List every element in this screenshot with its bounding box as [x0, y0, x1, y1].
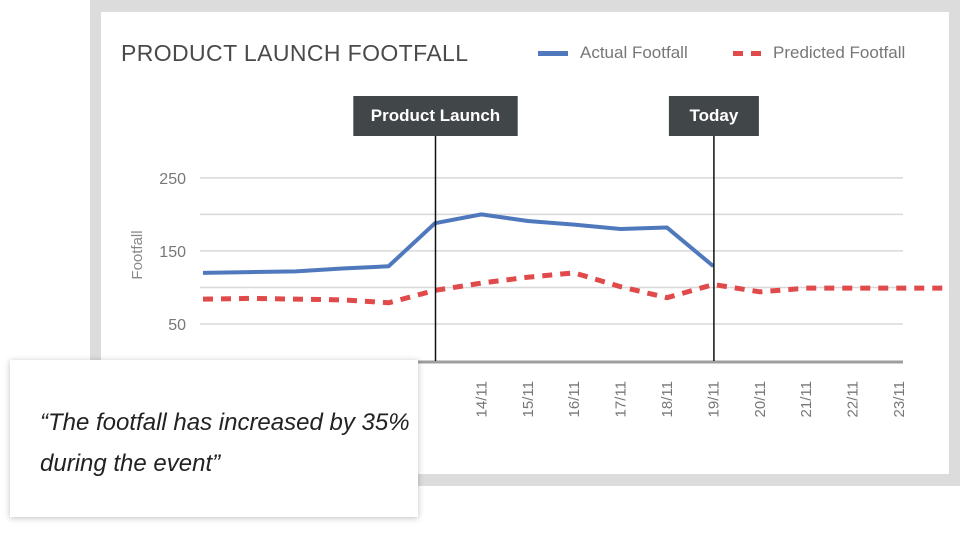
y-tick-label: 250 — [159, 171, 186, 188]
x-tick-label: 17/11 — [613, 381, 630, 417]
x-tick-label: 23/11 — [891, 381, 908, 417]
legend-item-actual: Actual Footfall — [538, 43, 688, 63]
x-tick-label: 15/11 — [520, 381, 537, 417]
x-tick-label: 14/11 — [473, 381, 490, 417]
y-tick-label: 150 — [159, 244, 186, 261]
y-tick-label: 50 — [168, 317, 186, 334]
annotation-box — [353, 96, 518, 136]
quote-text: “The footfall has increased by 35% durin… — [40, 409, 410, 477]
legend-swatch-predicted — [733, 51, 761, 57]
x-tick-label: 20/11 — [752, 381, 769, 417]
annotation-box — [668, 96, 759, 136]
annotation-label: Today — [689, 106, 738, 125]
chart-title: PRODUCT LAUNCH FOOTFALL — [121, 40, 469, 66]
series-line-actual — [202, 212, 715, 275]
legend-label-predicted: Predicted Footfall — [773, 43, 906, 62]
x-tick-label: 19/11 — [705, 381, 722, 417]
annotation-label: Product Launch — [371, 106, 500, 125]
x-tick-label: 22/11 — [845, 381, 862, 417]
legend-label-actual: Actual Footfall — [580, 43, 688, 62]
x-tick-label: 21/11 — [798, 381, 815, 417]
legend-item-predicted: Predicted Footfall — [733, 43, 905, 63]
y-axis-label: Footfall — [129, 230, 146, 279]
x-tick-label: 16/11 — [566, 381, 583, 417]
annotation-label-box: Today — [668, 96, 759, 136]
x-tick-label: 18/11 — [659, 381, 676, 417]
legend-swatch-actual — [538, 51, 568, 57]
quote-card: “The footfall has increased by 35% durin… — [10, 360, 418, 517]
annotation-label-box: Product Launch — [353, 96, 518, 136]
